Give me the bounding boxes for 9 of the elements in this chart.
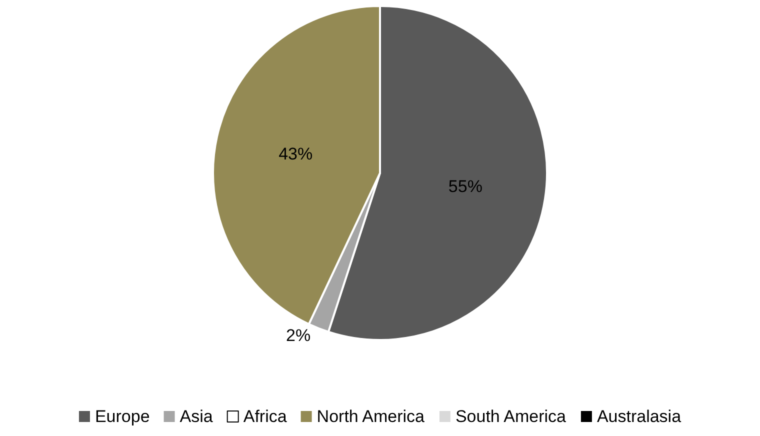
legend-label: Asia [180,407,214,426]
legend-label: Europe [94,407,150,426]
legend-label: Australasia [596,407,682,426]
legend-label: North America [316,407,426,426]
data-label: 2% [286,326,311,346]
legend-label: Africa [243,407,288,426]
data-label: 43% [278,144,313,164]
data-label: 55% [448,177,482,196]
legend-label: South America [455,407,567,426]
